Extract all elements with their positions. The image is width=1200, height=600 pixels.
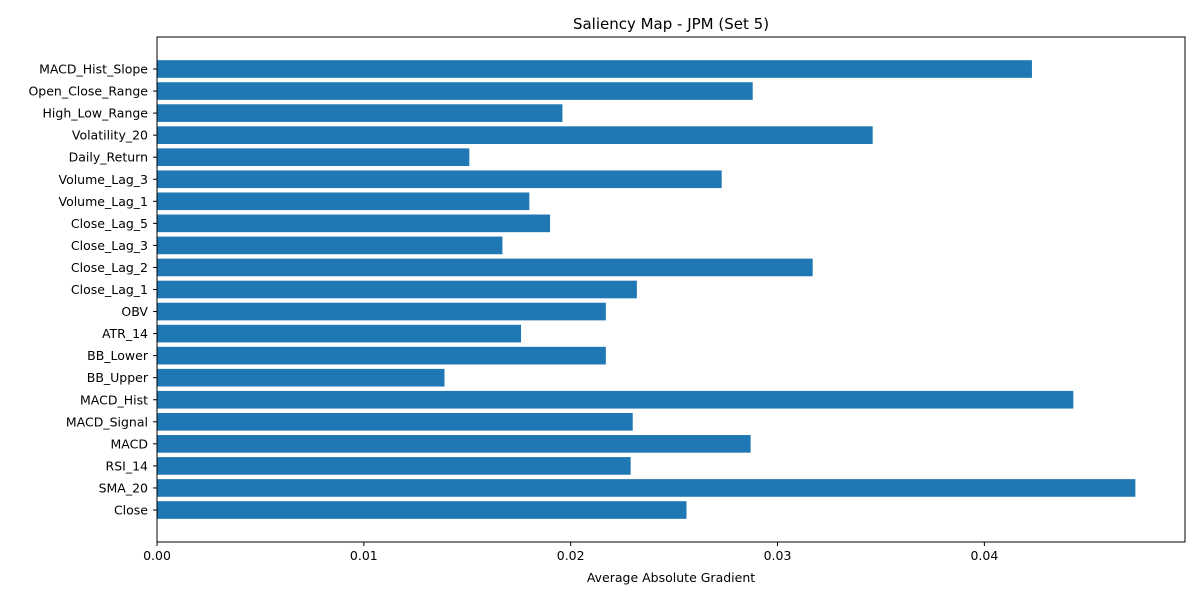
chart-title: Saliency Map - JPM (Set 5) <box>573 15 769 33</box>
x-axis-label: Average Absolute Gradient <box>587 570 755 585</box>
y-tick-label-daily-return: Daily_Return <box>69 150 148 165</box>
y-tick-label-atr-14: ATR_14 <box>102 326 148 341</box>
y-tick-label-macd-signal: MACD_Signal <box>66 414 148 429</box>
bar-bb-upper <box>157 368 445 387</box>
y-tick-label-close-lag-1: Close_Lag_1 <box>71 282 148 297</box>
bar-close <box>157 501 687 519</box>
x-tick-label: 0.00 <box>143 548 171 563</box>
bar-obv <box>157 302 606 321</box>
y-tick-label-rsi-14: RSI_14 <box>106 458 149 473</box>
x-tick-label: 0.02 <box>557 548 585 563</box>
x-axis-ticks: 0.00 0.01 0.02 0.03 0.04 <box>143 542 998 563</box>
bar-sma-20 <box>157 479 1136 497</box>
bar-volatility-20 <box>157 126 873 144</box>
bar-close-lag-5 <box>157 214 550 233</box>
bar-macd-hist <box>157 390 1074 409</box>
y-tick-label-volume-lag-3: Volume_Lag_3 <box>58 172 148 187</box>
bar-close-lag-1 <box>157 280 637 299</box>
bar-macd-hist-slope <box>157 60 1032 78</box>
bar-bb-lower <box>157 346 606 365</box>
bar-macd <box>157 435 751 453</box>
y-tick-label-macd-hist: MACD_Hist <box>80 392 148 407</box>
bar-close-lag-3 <box>157 236 503 255</box>
bar-volume-lag-1 <box>157 192 530 211</box>
bars-group <box>157 60 1136 519</box>
y-tick-label-close: Close <box>114 503 148 518</box>
bar-close-lag-2 <box>157 258 813 277</box>
y-tick-label-macd: MACD <box>111 436 148 451</box>
y-tick-label-high-low-range: High_Low_Range <box>43 106 149 121</box>
bar-rsi-14 <box>157 457 631 475</box>
y-tick-label-volatility-20: Volatility_20 <box>72 128 148 143</box>
x-tick-label: 0.04 <box>970 548 998 563</box>
bar-volume-lag-3 <box>157 170 722 189</box>
bar-open-close-range <box>157 82 753 100</box>
bar-atr-14 <box>157 324 522 343</box>
x-tick-label: 0.03 <box>764 548 792 563</box>
x-tick-label: 0.01 <box>350 548 378 563</box>
y-axis-ticks: Close SMA_20 RSI_14 MACD MACD_Signal MACD_His… <box>28 62 157 518</box>
bar-daily-return <box>157 148 470 167</box>
y-tick-label-close-lag-3: Close_Lag_3 <box>71 238 148 253</box>
plot-area-frame <box>156 36 1186 543</box>
y-tick-label-macd-hist-slope: MACD_Hist_Slope <box>39 62 148 77</box>
y-tick-label-open-close-range: Open_Close_Range <box>28 84 148 99</box>
bar-high-low-range <box>157 104 563 122</box>
y-tick-label-bb-lower: BB_Lower <box>87 348 149 363</box>
y-tick-label-close-lag-2: Close_Lag_2 <box>71 260 148 275</box>
bar-macd-signal <box>157 412 633 431</box>
y-tick-label-volume-lag-1: Volume_Lag_1 <box>58 194 148 209</box>
y-tick-label-obv: OBV <box>121 304 148 319</box>
y-tick-label-sma-20: SMA_20 <box>99 480 148 495</box>
y-tick-label-close-lag-5: Close_Lag_5 <box>71 216 148 231</box>
y-tick-label-bb-upper: BB_Upper <box>87 370 149 385</box>
